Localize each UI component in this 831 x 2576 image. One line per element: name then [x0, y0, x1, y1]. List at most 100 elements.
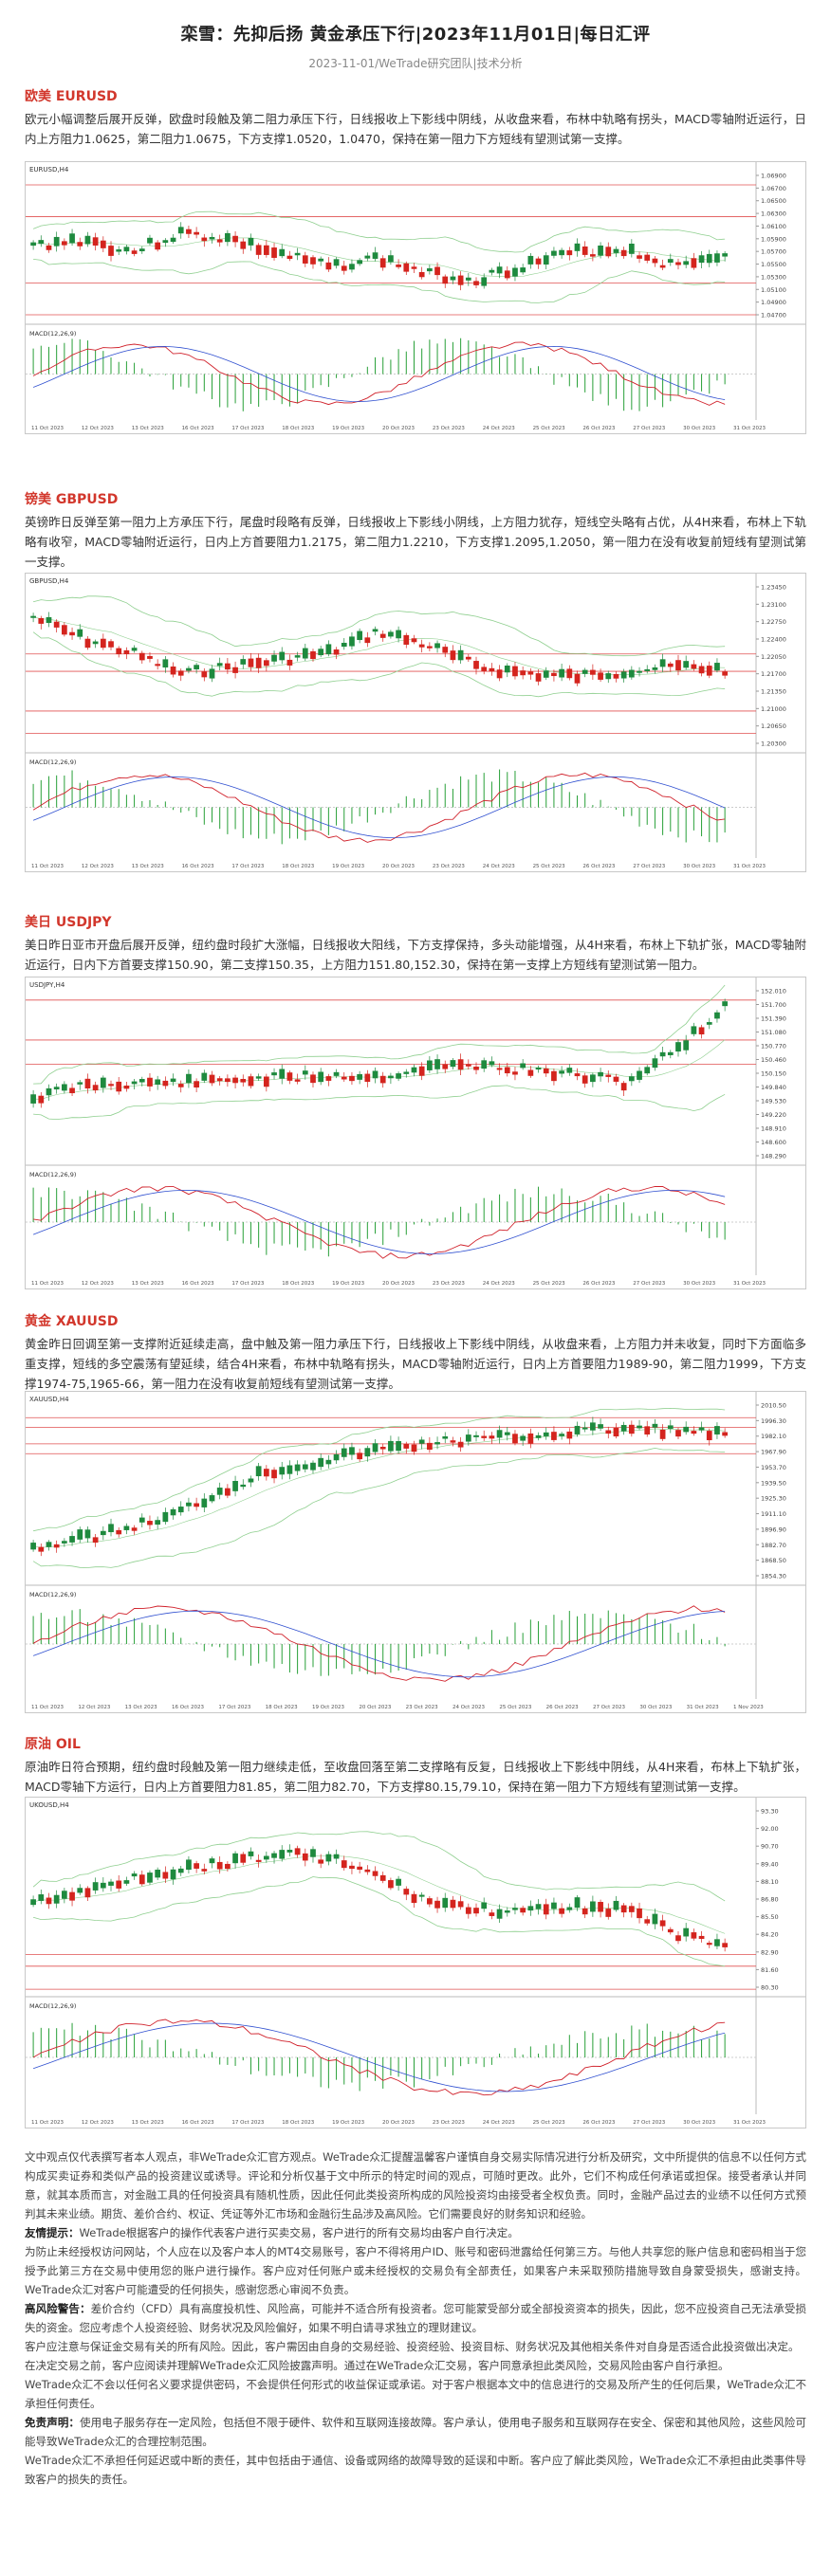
candle-body — [77, 242, 83, 247]
page-title: 栾雪：先抑后扬 黄金承压下行|2023年11月01日|每日汇评 — [180, 25, 651, 45]
candle-body — [473, 1908, 479, 1914]
candle-body — [388, 255, 394, 263]
candle-body — [489, 1061, 495, 1066]
signal-line — [32, 1189, 726, 1255]
osc-label: MACD(12,26,9) — [29, 2002, 76, 2010]
candle-body — [286, 1850, 293, 1853]
candle-body — [652, 1913, 658, 1925]
candle-body — [240, 241, 247, 249]
candle-body — [637, 670, 642, 673]
candle-body — [411, 1893, 417, 1904]
candle-body — [473, 281, 479, 285]
candle-body — [92, 1085, 99, 1091]
date-tick-label: 31 Oct 2023 — [687, 1705, 720, 1710]
candle-body — [341, 1448, 347, 1457]
candle-body — [559, 668, 564, 678]
candle-body — [714, 1939, 720, 1946]
candle-body — [30, 1543, 36, 1550]
disclaimer: 文中观点仅代表撰写者本人观点，非WeTrade众汇官方观点。WeTrade众汇提… — [25, 2147, 806, 2489]
price-tick-label: 1.06500 — [761, 197, 786, 205]
section-body: 欧元小幅调整后展开反弹，欧盘时段触及第二阻力承压下行，日线报收上下影线中阴线，从… — [25, 112, 806, 146]
price-tick-label: 149.840 — [761, 1084, 786, 1091]
candle-body — [675, 1042, 681, 1052]
candle-body — [38, 1546, 45, 1552]
candle-body — [566, 1431, 573, 1439]
date-tick-label: 31 Oct 2023 — [733, 426, 766, 431]
date-tick-label: 30 Oct 2023 — [639, 1705, 673, 1710]
candle-body — [512, 267, 518, 277]
date-tick-label: 26 Oct 2023 — [582, 2120, 616, 2126]
candle-body — [481, 1435, 488, 1438]
date-tick-label: 20 Oct 2023 — [359, 1705, 392, 1710]
candle-body — [590, 1074, 596, 1083]
candle-body — [652, 258, 658, 264]
candle-body — [442, 276, 449, 284]
candle-body — [683, 1040, 690, 1050]
candle-body — [209, 1495, 215, 1502]
candle-body — [341, 265, 347, 271]
disclaimer-text: WeTrade根据客户的操作代表客户进行买卖交易，客户进行的所有交易均由客户自行… — [79, 2226, 519, 2239]
disclaimer-paragraph: 文中观点仅代表撰写者本人观点，非WeTrade众汇官方观点。WeTrade众汇提… — [25, 2150, 806, 2220]
bollinger-band — [32, 1831, 726, 1902]
candle-body — [147, 1873, 153, 1883]
candle-body — [116, 1880, 122, 1889]
chart-label: UKOUSD,H4 — [29, 1801, 69, 1809]
candle-body — [364, 1869, 371, 1873]
date-tick-label: 23 Oct 2023 — [433, 426, 466, 431]
candle-body — [194, 1503, 199, 1507]
candle-body — [590, 254, 596, 257]
candle-body — [46, 1087, 52, 1096]
candle-body — [637, 1908, 642, 1919]
price-tick-label: 90.70 — [761, 1843, 779, 1851]
candle-body — [675, 1935, 681, 1942]
candle-body — [341, 1860, 347, 1869]
osc-label: MACD(12,26,9) — [29, 330, 76, 338]
candle-body — [201, 1869, 208, 1872]
candle-body — [310, 1074, 316, 1084]
bollinger-band — [32, 595, 726, 657]
date-tick-label: 20 Oct 2023 — [382, 864, 416, 869]
candle-body — [147, 1521, 153, 1526]
date-tick-label: 23 Oct 2023 — [433, 1281, 466, 1287]
candle-body — [691, 664, 697, 669]
candle-body — [714, 1426, 720, 1434]
candle-body — [302, 1464, 308, 1470]
candle-body — [194, 1863, 199, 1869]
candle-body — [357, 630, 363, 641]
section-body: 黄金昨日回调至第一支撑附近延续走高，盘中触及第一阻力承压下行，日线报收上下影线中… — [25, 1337, 806, 1391]
section-title: 欧美 EURUSD — [25, 89, 118, 104]
chart-svg: UKOUSD,H4 93.30 92.00 90.70 89.40 88.10 86.80 8… — [26, 1798, 805, 2126]
candle-body — [263, 660, 269, 667]
candle-body — [426, 646, 433, 649]
bollinger-band — [32, 210, 726, 253]
section-xauusd: 黄金 XAUUSD 黄金昨日回调至第一支撑附近延续走高，盘中触及第一阻力承压下行… — [25, 1312, 806, 1394]
candle-body — [527, 671, 534, 675]
candle-body — [582, 1075, 588, 1084]
candle-body — [92, 1882, 99, 1891]
date-tick-label: 27 Oct 2023 — [633, 426, 666, 431]
candle-body — [411, 1067, 417, 1073]
candle-body — [248, 658, 254, 667]
candle-body — [69, 1891, 75, 1901]
candle-body — [598, 1071, 603, 1077]
candle-body — [333, 259, 340, 266]
candle-body — [512, 1071, 518, 1075]
candle-body — [255, 1466, 262, 1477]
signal-line — [32, 776, 726, 839]
candle-body — [186, 1859, 192, 1871]
candle-body — [379, 1874, 386, 1881]
bollinger-band — [33, 1085, 726, 1121]
candle-body — [667, 1928, 674, 1933]
candle-body — [333, 649, 340, 655]
candle-body — [388, 1880, 394, 1889]
disclaimer-label: 免责声明： — [25, 2416, 81, 2429]
candle-body — [598, 245, 603, 256]
candle-body — [520, 670, 526, 676]
candle-body — [194, 1081, 199, 1088]
candle-body — [481, 1902, 488, 1909]
candle-body — [426, 1060, 433, 1070]
candle-body — [194, 231, 199, 235]
candle-body — [155, 1520, 161, 1526]
section-body: 原油昨日符合预期，纽约盘时段触及第一阻力继续走低，至收盘回落至第二支撑略有反复，… — [25, 1760, 806, 1794]
candle-body — [403, 1889, 410, 1895]
